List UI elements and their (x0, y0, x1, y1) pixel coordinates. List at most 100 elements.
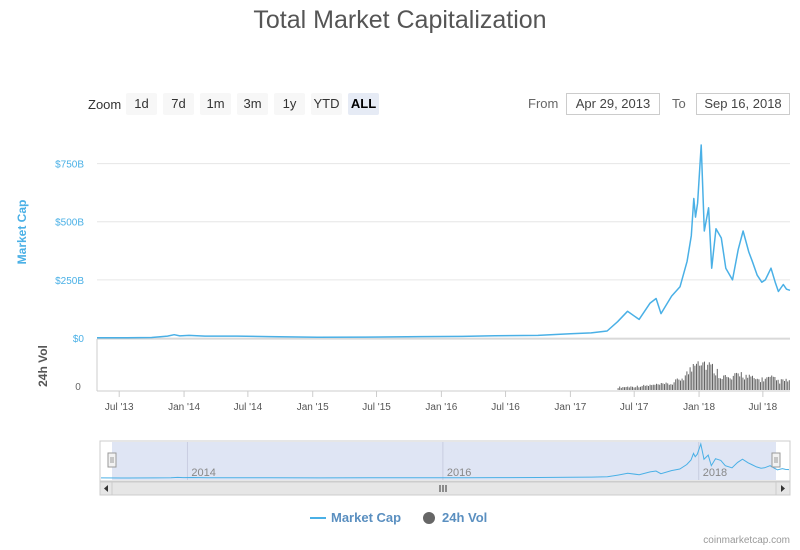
volume-bar (630, 386, 632, 390)
volume-bar (764, 378, 766, 390)
x-tick-label: Jan '15 (297, 402, 329, 413)
volume-bar (745, 374, 747, 390)
volume-bar (726, 376, 728, 390)
volume-bar (766, 377, 768, 390)
volume-bar (753, 378, 755, 390)
volume-bar (697, 361, 699, 390)
volume-bar (721, 379, 723, 390)
volume-bar (769, 376, 771, 390)
y-axis-title: Market Cap (15, 200, 29, 265)
line-icon (310, 517, 326, 519)
credit-link[interactable]: coinmarketcap.com (703, 535, 790, 546)
navigator-handle-left[interactable] (107, 452, 117, 468)
volume-bar (656, 383, 657, 390)
volume-bar (740, 372, 742, 390)
scroll-left-arrow-icon[interactable] (99, 481, 113, 496)
volume-bar (635, 387, 637, 390)
from-date-input[interactable] (566, 93, 660, 115)
y-axis-ticks: $0 $250B $500B $750B (55, 160, 84, 345)
navigator-line (100, 442, 790, 479)
x-axis-ticks: Jul '13 Jan '14 Jul '14 Jan '15 Jul '15 Jan '… (105, 391, 778, 413)
scrollbar-thumb[interactable] (111, 481, 777, 496)
zoom-button-1m[interactable]: 1m (200, 93, 231, 115)
volume-bar (662, 383, 664, 390)
x-tick-label: Jul '16 (491, 402, 520, 413)
zoom-button-3m[interactable]: 3m (237, 93, 268, 115)
volume-bar (779, 383, 781, 390)
navigator-handle-right[interactable] (771, 452, 781, 468)
volume-bar (644, 385, 646, 390)
volume-bar (739, 376, 741, 390)
to-date-input[interactable] (696, 93, 790, 115)
volume-bar (665, 382, 667, 390)
volume-bar (720, 378, 721, 390)
from-label: From (528, 96, 559, 111)
volume-axis-title: 24h Vol (36, 345, 50, 387)
volume-bar (715, 375, 717, 390)
volume-bar (652, 384, 654, 390)
legend-market-cap-label: Market Cap (331, 510, 402, 525)
volume-bar (648, 386, 649, 390)
volume-bar (664, 384, 665, 390)
market-cap-chart[interactable]: $0 $250B $500B $750B Market Cap 24h Vol 0 J… (0, 0, 800, 500)
volume-bar (683, 380, 685, 390)
volume-bar (673, 382, 675, 390)
volume-bar (787, 381, 789, 390)
volume-bar (632, 386, 633, 390)
volume-bar (728, 377, 729, 390)
volume-bar (737, 373, 739, 390)
volume-bar (768, 376, 769, 390)
volume-bar (710, 364, 712, 390)
market-cap-line (96, 144, 791, 339)
volume-bar (724, 375, 726, 390)
volume-bar (731, 379, 733, 390)
x-tick-label: Jul '17 (620, 402, 649, 413)
volume-bar (699, 365, 701, 390)
volume-bar (708, 362, 710, 390)
volume-bar (788, 380, 790, 390)
volume-bar (640, 386, 641, 390)
volume-bars (617, 361, 790, 390)
x-tick-label: Jan '14 (168, 402, 200, 413)
volume-bar (643, 384, 645, 390)
volume-bar (670, 384, 672, 390)
volume-bar (732, 375, 734, 390)
volume-bar (748, 374, 750, 390)
volume-bar (686, 371, 688, 390)
volume-bar (694, 365, 696, 390)
volume-bar (638, 387, 640, 390)
volume-bar (668, 384, 670, 390)
volume-bar (660, 383, 662, 390)
volume-bar (734, 373, 736, 390)
volume-bar (696, 363, 697, 390)
volume-bar (654, 384, 656, 390)
zoom-button-ytd[interactable]: YTD (311, 93, 342, 115)
navigator-selection[interactable] (112, 442, 776, 480)
volume-bar (771, 375, 773, 390)
volume-bar (763, 381, 765, 390)
volume-bar (752, 375, 753, 390)
zoom-button-all[interactable]: ALL (348, 93, 379, 115)
volume-bar (625, 387, 627, 390)
volume-bar (772, 376, 774, 390)
scroll-right-arrow-icon[interactable] (775, 481, 791, 496)
volume-bar (617, 388, 619, 390)
volume-bar (667, 383, 669, 390)
zoom-button-7d[interactable]: 7d (163, 93, 194, 115)
volume-bar (681, 378, 683, 390)
x-tick-label: Jan '17 (554, 402, 586, 413)
volume-bar (747, 377, 749, 390)
volume-bar (702, 362, 704, 390)
x-tick-label: Jul '18 (749, 402, 778, 413)
volume-bar (692, 364, 694, 390)
zoom-button-1y[interactable]: 1y (274, 93, 305, 115)
volume-bar (758, 379, 760, 390)
navigator-label: 2016 (447, 467, 471, 479)
x-tick-label: Jul '14 (234, 402, 263, 413)
zoom-button-1d[interactable]: 1d (126, 93, 157, 115)
x-tick-label: Jul '13 (105, 402, 134, 413)
volume-bar (712, 363, 713, 390)
volume-bar (680, 380, 681, 390)
volume-bar (678, 379, 680, 390)
volume-bar (756, 378, 758, 390)
